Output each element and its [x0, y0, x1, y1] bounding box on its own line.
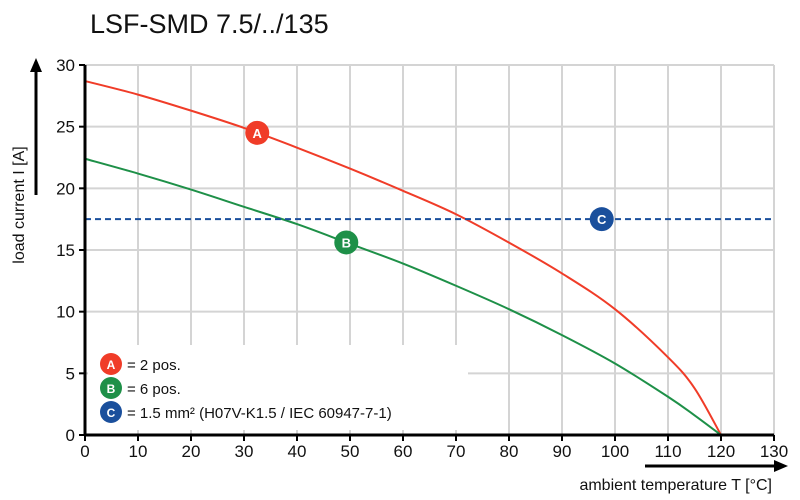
series-marker-label: A [253, 126, 263, 141]
legend-background [88, 345, 468, 430]
x-tick-label: 110 [654, 442, 681, 461]
x-tick-label: 0 [80, 442, 89, 461]
y-axis-label: load current I [A] [11, 146, 28, 263]
legend-badge-label: A [107, 358, 116, 372]
series-line-b [84, 157, 722, 436]
y-tick-label: 15 [56, 241, 75, 260]
y-tick-label: 25 [56, 118, 75, 137]
legend-badge-b [100, 377, 122, 399]
y-tick-label: 10 [56, 303, 75, 322]
series-line-a [84, 80, 722, 436]
series-marker-label: B [342, 235, 351, 250]
series-marker-label: C [597, 212, 607, 227]
y-tick-label: 5 [66, 364, 75, 383]
x-axis-arrowhead [774, 460, 788, 472]
legend-badge-label: C [107, 406, 116, 420]
series-marker-b [334, 230, 359, 255]
legend-text: = 6 pos. [127, 381, 181, 398]
series-marker-a [245, 120, 270, 145]
x-tick-label: 20 [182, 442, 201, 461]
x-tick-label: 70 [447, 442, 466, 461]
y-tick-label: 20 [56, 179, 75, 198]
legend-text: = 1.5 mm² (H07V-K1.5 / IEC 60947-7-1) [127, 405, 392, 422]
x-tick-label: 90 [553, 442, 572, 461]
legend-text: = 2 pos. [127, 357, 181, 374]
y-tick-label: 0 [66, 426, 75, 445]
legend-badge-c [100, 401, 122, 423]
x-tick-label: 60 [394, 442, 413, 461]
y-tick-label: 30 [56, 56, 75, 75]
x-tick-label: 100 [601, 442, 629, 461]
legend-badge-a [100, 353, 122, 375]
y-axis-arrowhead [30, 58, 42, 72]
x-tick-label: 50 [341, 442, 360, 461]
chart-title: LSF-SMD 7.5/../135 [90, 9, 329, 39]
legend-badge-label: B [107, 382, 116, 396]
x-tick-label: 10 [129, 442, 148, 461]
x-tick-label: 40 [288, 442, 307, 461]
x-tick-label: 120 [707, 442, 735, 461]
x-axis-label: ambient temperature T [°C] [579, 477, 772, 494]
series-marker-c [589, 207, 614, 232]
x-tick-label: 130 [760, 442, 788, 461]
x-tick-label: 80 [500, 442, 519, 461]
x-tick-label: 30 [235, 442, 254, 461]
